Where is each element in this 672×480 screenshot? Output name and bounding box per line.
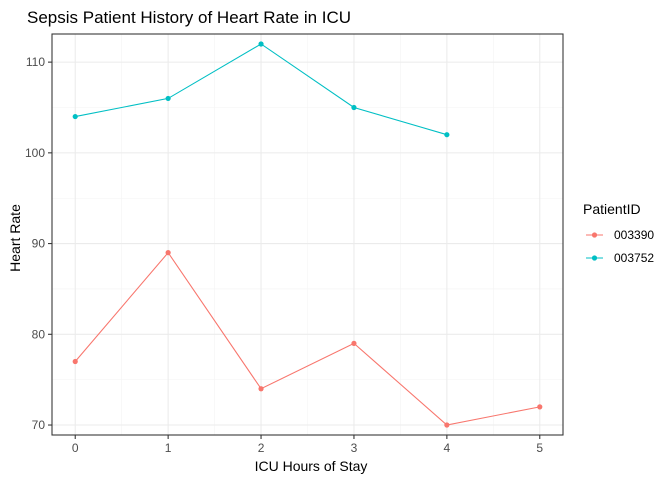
legend-label: 003752: [614, 251, 654, 265]
series-layer: [72, 41, 543, 428]
chart-title: Sepsis Patient History of Heart Rate in …: [27, 8, 351, 27]
series-line: [74, 251, 540, 426]
y-tick-label: 80: [32, 327, 46, 341]
legend-key-point: [591, 255, 598, 261]
data-point: [72, 113, 78, 120]
y-tick-label: 110: [26, 55, 45, 69]
data-point: [351, 104, 357, 111]
legend-title: PatientID: [583, 201, 641, 217]
x-axis-label: ICU Hours of Stay: [255, 458, 368, 474]
y-axis-label: Heart Rate: [7, 204, 23, 272]
y-tick-label: 70: [32, 418, 46, 432]
x-tick-label: 5: [536, 441, 543, 455]
data-point: [165, 250, 171, 256]
x-tick-label: 2: [258, 441, 265, 455]
axes: 0 1 2 3 4 5 70 80 90 100 110: [25, 55, 543, 455]
data-point: [537, 404, 543, 410]
legend-item-003390: 003390: [586, 228, 654, 242]
y-tick-label: 100: [25, 146, 45, 160]
panel-border: [51, 33, 564, 436]
data-point: [72, 358, 78, 365]
y-tick-label: 90: [32, 237, 46, 251]
x-tick-label: 1: [165, 441, 172, 455]
legend-label: 003390: [614, 228, 654, 242]
x-tick-label: 4: [444, 441, 451, 455]
x-tick-label: 0: [72, 441, 79, 455]
data-point: [444, 422, 450, 428]
legend-item-003752: 003752: [586, 251, 654, 265]
data-point: [165, 95, 171, 102]
legend: PatientID 003390 003752: [583, 201, 654, 265]
x-tick-label: 3: [351, 441, 358, 455]
data-point: [444, 132, 450, 138]
series-003390: [72, 250, 543, 428]
legend-key-point: [591, 232, 598, 238]
data-point: [258, 386, 264, 392]
series-003752: [72, 41, 450, 138]
data-point: [258, 41, 264, 47]
data-point: [351, 340, 357, 346]
gridlines: [52, 34, 563, 435]
